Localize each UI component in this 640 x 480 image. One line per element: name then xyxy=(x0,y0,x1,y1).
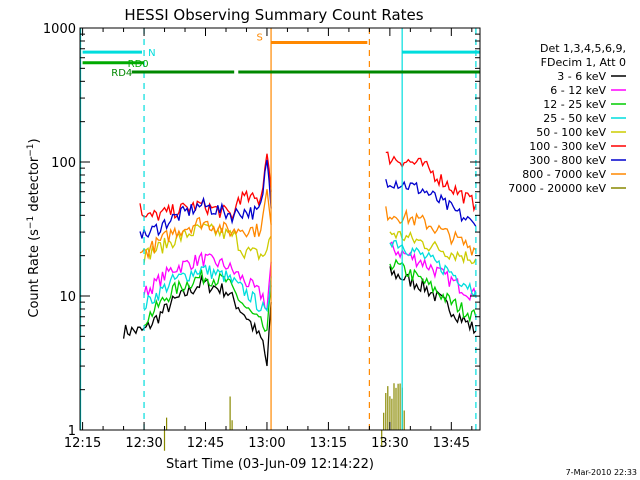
x-tick-label: 13:00 xyxy=(248,436,285,451)
series-line-25-50 xyxy=(143,264,272,313)
legend-entry-label: 12 - 25 keV xyxy=(543,98,606,111)
y-axis-label: Count Rate (s−1 detector−1) xyxy=(26,138,42,317)
x-tick-label: 12:30 xyxy=(125,436,162,451)
y-tick-label: 1000 xyxy=(43,22,76,37)
legend-header-line: Det 1,3,4,5,6,9, xyxy=(540,42,626,55)
legend-header-line: FDecim 1, Att 0 xyxy=(541,56,626,69)
flag-label-rd4: RD4 xyxy=(111,68,132,79)
plot-frame xyxy=(79,27,481,431)
series-line-100-300 xyxy=(139,153,272,221)
y-axis-label-part: −1 xyxy=(26,143,36,156)
axes-layer: 12:15 12:30 12:45 13:00 13:15 13:30 13:45 1 10 10… xyxy=(43,22,481,451)
footer-date: 7-Mar-2010 22:33 xyxy=(566,468,637,477)
x-tick-label: 12:45 xyxy=(187,436,224,451)
series-line-300-800 xyxy=(385,179,477,227)
legend-entry-label: 50 - 100 keV xyxy=(536,126,606,139)
legend-entry-label: 800 - 7000 keV xyxy=(522,168,606,181)
y-tick-label: 1 xyxy=(68,424,76,439)
series-line-6-12 xyxy=(389,241,477,302)
series-line-6-12 xyxy=(143,251,272,310)
series-line-12-25 xyxy=(389,258,477,324)
series-line-800-7000 xyxy=(385,206,477,256)
flag-label-s: S xyxy=(257,32,263,43)
series-line-7000-20000 xyxy=(229,396,233,430)
flag-label-rd0: RD0 xyxy=(128,59,149,70)
y-axis-label-part: ) xyxy=(27,138,42,143)
legend-entry-label: 6 - 12 keV xyxy=(550,84,606,97)
series-line-25-50 xyxy=(389,239,477,298)
series-line-300-800 xyxy=(139,159,272,239)
series-line-50-100 xyxy=(143,222,272,264)
legend-entry-label: 3 - 6 keV xyxy=(557,70,606,83)
vertical-lines-layer xyxy=(79,28,477,430)
x-tick-label: 12:15 xyxy=(64,436,101,451)
x-tick-label: 13:30 xyxy=(371,436,408,451)
y-tick-label: 10 xyxy=(59,290,76,305)
x-tick-label: 13:45 xyxy=(433,436,470,451)
series-line-50-100 xyxy=(389,230,477,265)
legend-entry-label: 100 - 300 keV xyxy=(529,140,606,153)
y-axis-label-part: Count Rate (s xyxy=(27,229,42,318)
y-tick-label: 100 xyxy=(51,156,76,171)
series-line-7000-20000 xyxy=(163,417,168,451)
series-line-100-300 xyxy=(385,151,477,213)
x-axis-label: Start Time (03-Jun-09 12:14:22) xyxy=(166,457,374,472)
series-line-3-6 xyxy=(389,266,477,335)
legend-entry-label: 7000 - 20000 keV xyxy=(508,182,606,195)
y-axis-label-part: detector xyxy=(27,156,42,216)
series-layer xyxy=(124,151,477,451)
x-tick-label: 13:15 xyxy=(310,436,347,451)
legend-entry-label: 25 - 50 keV xyxy=(543,112,606,125)
legend: Det 1,3,4,5,6,9,FDecim 1, Att 03 - 6 keV… xyxy=(508,42,626,195)
series-line-12-25 xyxy=(143,269,272,333)
y-axis-label-part: −1 xyxy=(26,216,36,229)
legend-entry-label: 300 - 800 keV xyxy=(529,154,606,167)
series-line-800-7000 xyxy=(139,189,272,260)
chart-title: HESSI Observing Summary Count Rates xyxy=(124,6,423,24)
flag-label-n: N xyxy=(148,48,155,59)
